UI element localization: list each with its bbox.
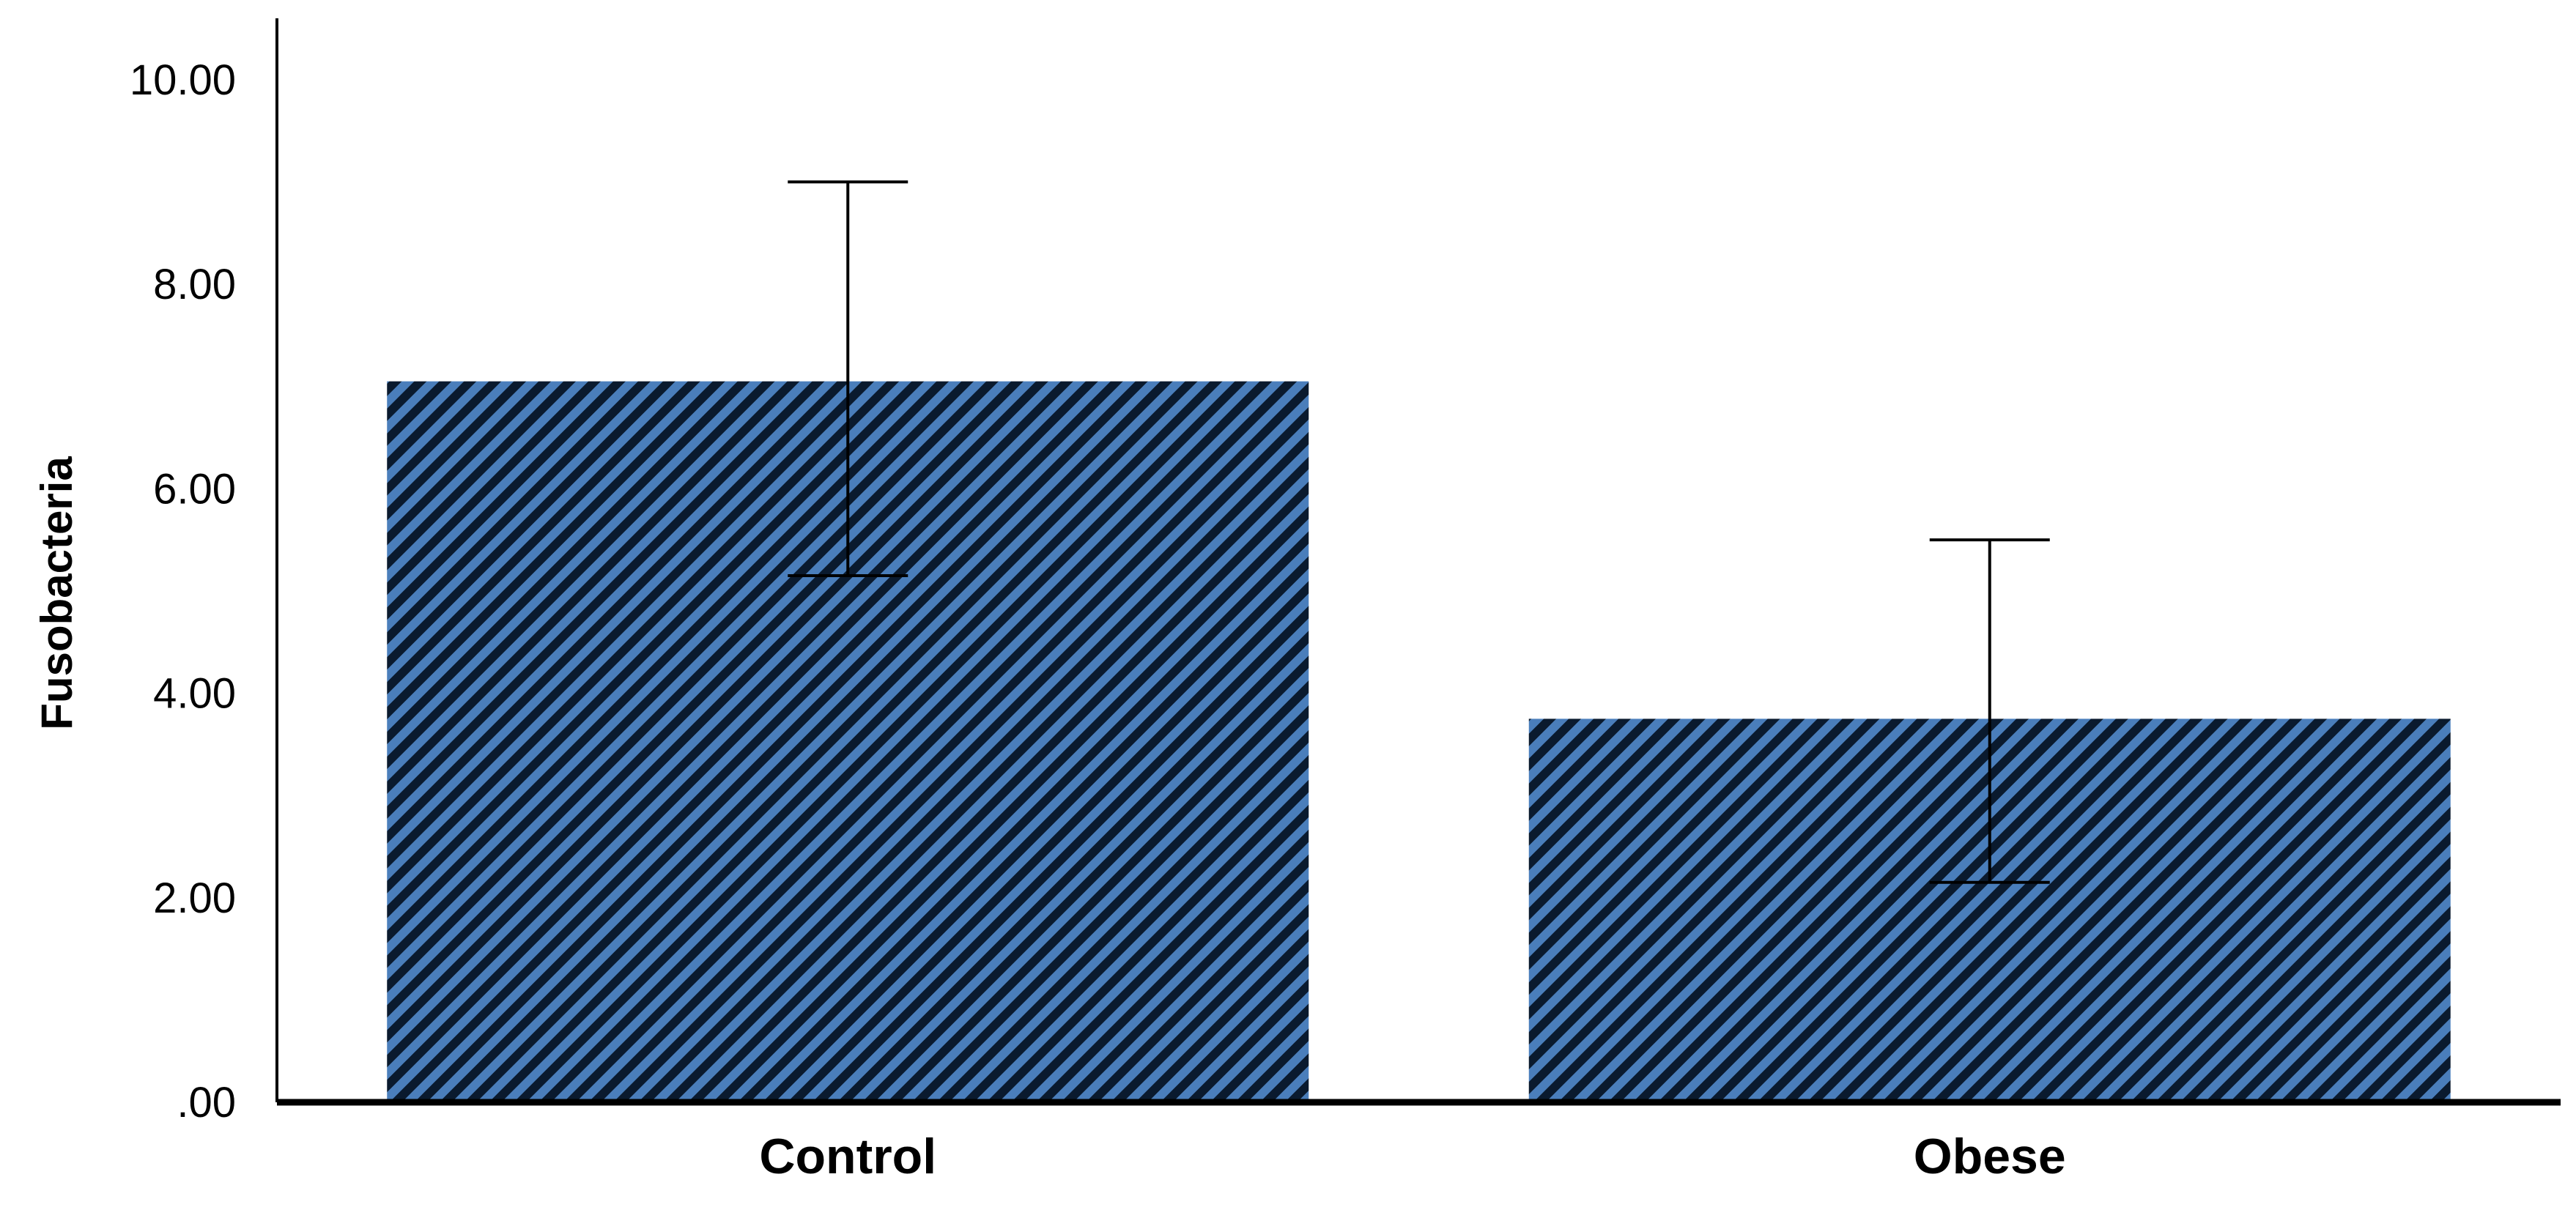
error-bar	[1929, 538, 2050, 884]
y-tick-label: 6.00	[153, 465, 236, 513]
y-axis-title: Fusobacteria	[32, 456, 81, 730]
y-tick-label: 4.00	[153, 670, 236, 718]
error-bar	[788, 180, 908, 577]
x-category-labels: Control Obese	[759, 1129, 2065, 1184]
y-tick-label: 8.00	[153, 261, 236, 308]
y-tick-labels: .00 2.00 4.00 6.00 8.00 10.00	[130, 56, 236, 1126]
error-bars-layer	[788, 180, 2050, 884]
y-tick-label: 10.00	[130, 56, 236, 104]
y-tick-label: 2.00	[153, 874, 236, 922]
bars-layer	[387, 381, 2451, 1102]
y-tick-label: .00	[177, 1079, 236, 1126]
x-category-label: Obese	[1914, 1129, 2066, 1184]
x-category-label: Control	[759, 1129, 936, 1184]
